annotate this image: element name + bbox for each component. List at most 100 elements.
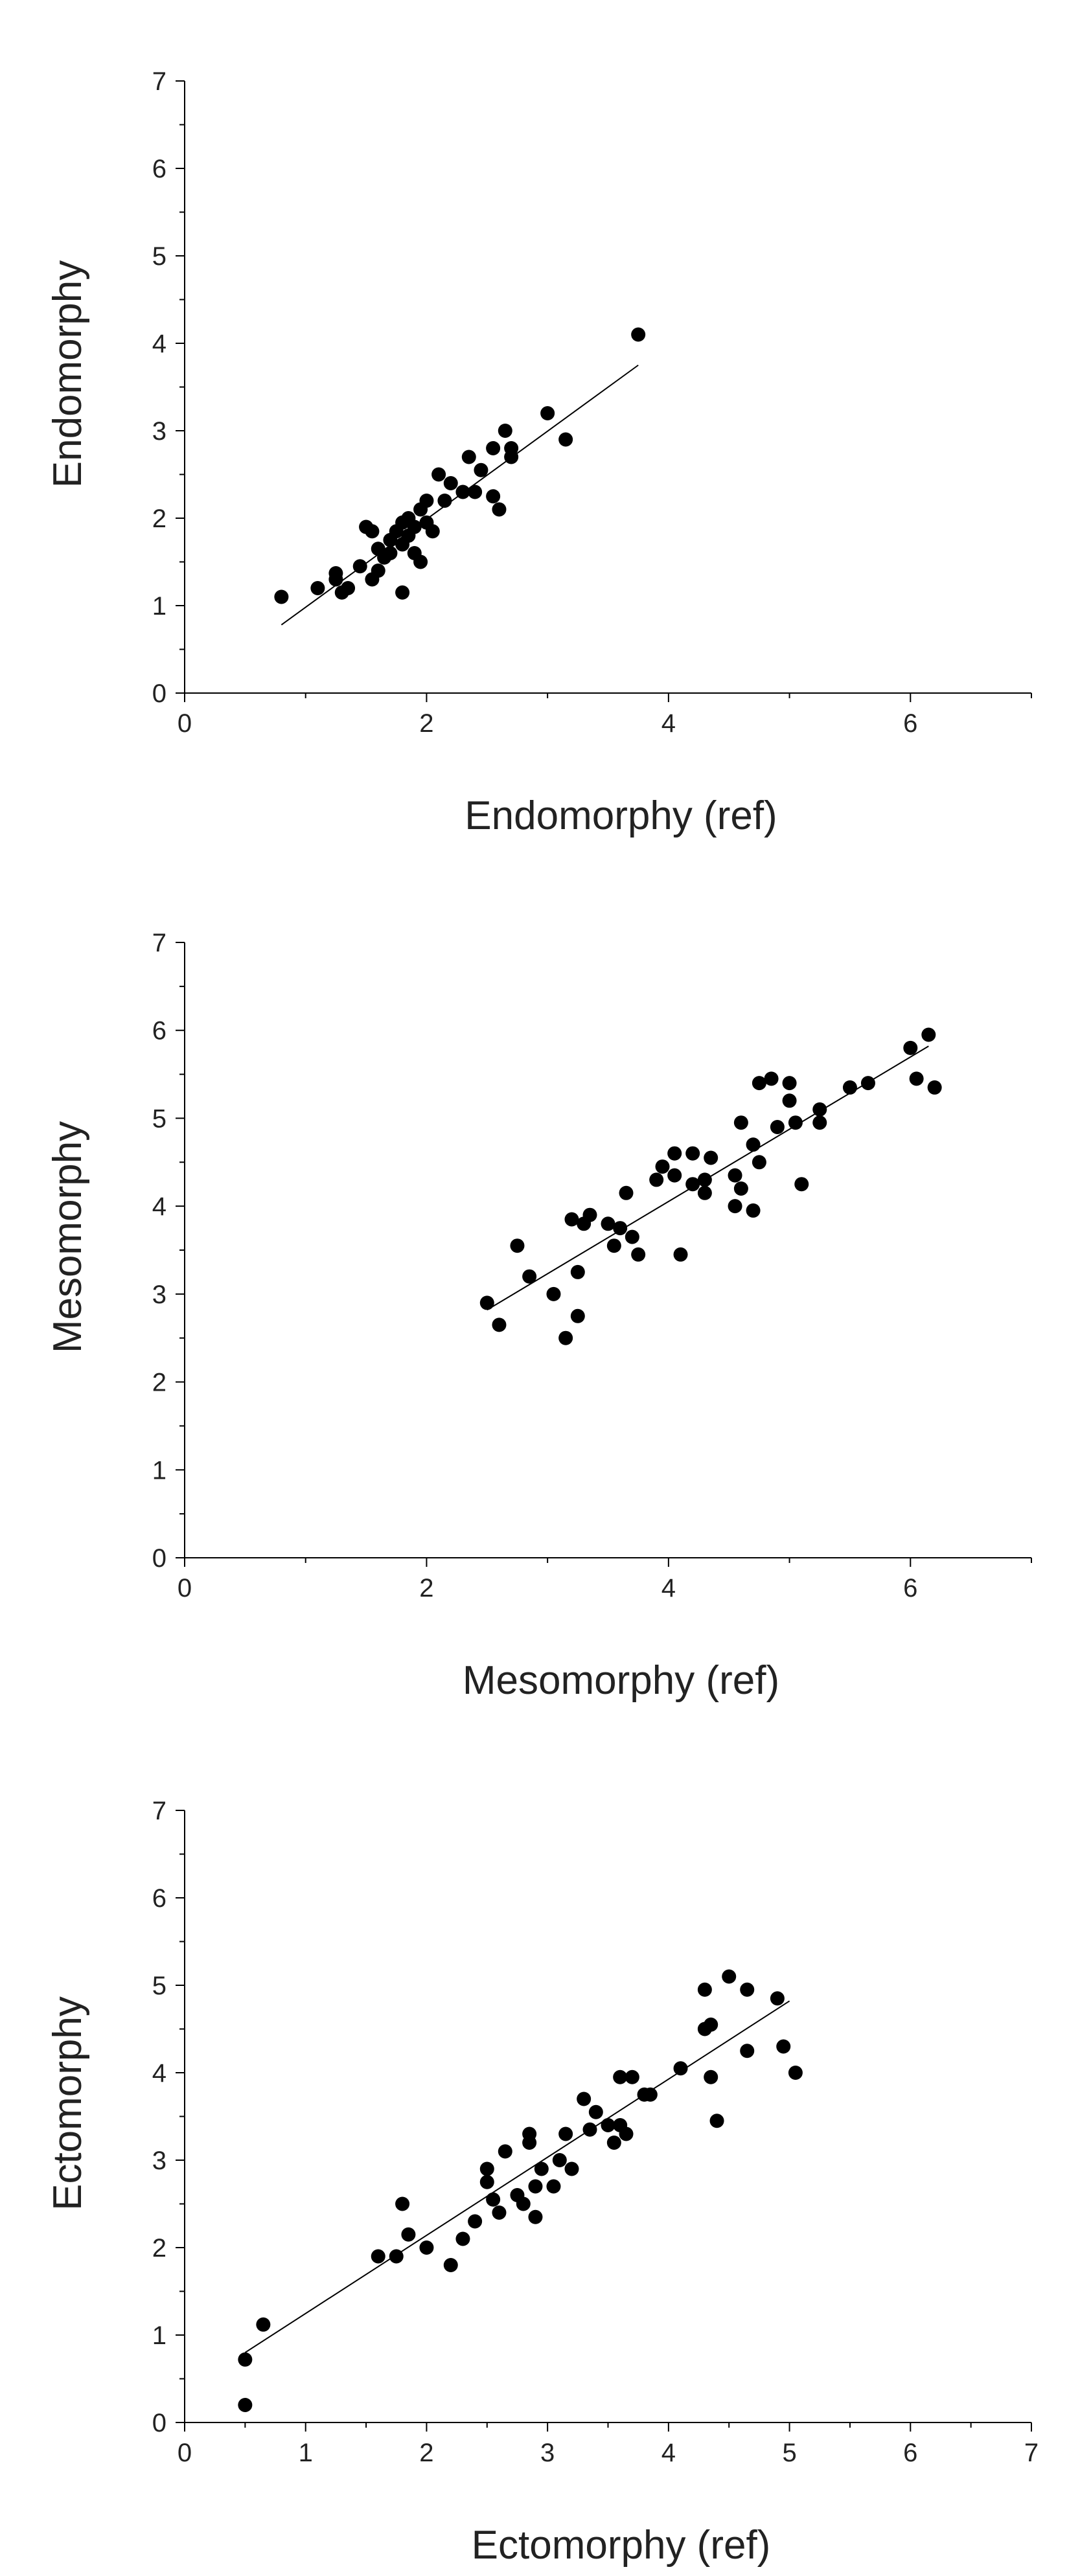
data-point bbox=[564, 1212, 579, 1227]
data-point bbox=[443, 476, 458, 490]
data-point bbox=[522, 2136, 537, 2150]
data-point bbox=[740, 1982, 755, 1997]
data-point bbox=[746, 1203, 761, 1218]
y-tick-label: 7 bbox=[152, 1797, 167, 1825]
y-tick-label: 5 bbox=[152, 242, 167, 271]
y-tick-label: 5 bbox=[152, 1972, 167, 2000]
data-point bbox=[782, 1076, 797, 1091]
data-point bbox=[558, 1330, 573, 1345]
chart-panel-endomorphy: 0 1 2 3 4 5 6 7 0 2 4 6 Endomorphy (ref) Endomorphy bbox=[45, 67, 1032, 838]
data-point bbox=[371, 2249, 385, 2264]
data-point bbox=[655, 1159, 670, 1174]
data-point bbox=[709, 2114, 724, 2128]
y-tick-label: 2 bbox=[152, 2234, 167, 2263]
x-tick-label: 4 bbox=[661, 709, 676, 738]
data-point bbox=[927, 1080, 942, 1095]
x-tick-label: 0 bbox=[178, 2439, 192, 2467]
data-point bbox=[419, 494, 434, 508]
data-point bbox=[613, 1221, 628, 1236]
data-point bbox=[371, 564, 385, 578]
data-point bbox=[631, 327, 646, 342]
data-point bbox=[667, 1146, 682, 1161]
data-point bbox=[564, 2161, 579, 2176]
y-tick-label: 5 bbox=[152, 1104, 167, 1133]
data-point bbox=[455, 484, 470, 499]
data-point bbox=[474, 462, 488, 477]
x-axis-title: Ectomorphy (ref) bbox=[472, 2523, 771, 2568]
data-point bbox=[728, 1199, 742, 1214]
data-point bbox=[407, 519, 422, 534]
data-point bbox=[528, 2209, 543, 2224]
data-point bbox=[455, 2231, 470, 2246]
data-point bbox=[794, 1177, 809, 1192]
data-point bbox=[328, 566, 343, 581]
data-point bbox=[733, 1115, 748, 1130]
data-point bbox=[522, 1269, 537, 1284]
data-point bbox=[498, 424, 512, 438]
data-point bbox=[425, 524, 440, 539]
x-tick-label: 4 bbox=[661, 2439, 676, 2467]
x-tick-label: 5 bbox=[782, 2439, 796, 2467]
y-tick-label: 1 bbox=[152, 592, 167, 621]
y-tick-label: 4 bbox=[152, 2059, 167, 2088]
x-tick-label: 7 bbox=[1024, 2439, 1039, 2467]
chart-panel-ectomorphy: 0 1 2 3 4 5 6 7 0 1 2 3 4 5 6 7 Ectomorphy (ref) Ectomorp… bbox=[45, 1797, 1039, 2568]
y-tick-label: 2 bbox=[152, 1369, 167, 1397]
data-point bbox=[558, 432, 573, 447]
data-point bbox=[419, 2240, 434, 2255]
data-point bbox=[238, 2352, 253, 2367]
data-point bbox=[570, 1308, 585, 1323]
data-point bbox=[842, 1080, 857, 1095]
y-tick-label: 6 bbox=[152, 155, 167, 183]
data-point bbox=[625, 2069, 639, 2084]
data-point bbox=[909, 1071, 924, 1086]
data-point bbox=[552, 2153, 567, 2167]
chart-panel-mesomorphy: 0 1 2 3 4 5 6 7 0 2 4 6 Mesomorphy (ref) Mesomorphy bbox=[45, 929, 1032, 1703]
data-point bbox=[921, 1027, 936, 1042]
y-tick-label: 7 bbox=[152, 67, 167, 96]
data-point bbox=[606, 2136, 621, 2150]
data-point bbox=[383, 546, 398, 560]
data-point bbox=[431, 467, 446, 482]
data-point bbox=[728, 1168, 742, 1183]
y-axis-title: Endomorphy bbox=[45, 260, 90, 488]
y-tick-label: 7 bbox=[152, 929, 167, 957]
data-point bbox=[468, 484, 483, 499]
data-point bbox=[546, 2179, 561, 2194]
data-point bbox=[625, 1229, 639, 1244]
data-point bbox=[860, 1076, 875, 1091]
data-point bbox=[443, 2258, 458, 2272]
data-point bbox=[577, 2092, 592, 2106]
y-tick-label: 0 bbox=[152, 679, 167, 708]
data-point bbox=[274, 589, 289, 604]
data-point bbox=[365, 524, 380, 539]
data-point bbox=[788, 2066, 803, 2080]
data-point bbox=[685, 1146, 700, 1161]
data-point bbox=[667, 1168, 682, 1183]
data-point bbox=[498, 2144, 512, 2159]
y-tick-label: 6 bbox=[152, 1017, 167, 1045]
data-point bbox=[619, 1185, 634, 1200]
y-tick-label: 0 bbox=[152, 2409, 167, 2437]
x-tick-label: 1 bbox=[299, 2439, 313, 2467]
data-point bbox=[395, 2196, 410, 2211]
x-tick-label: 3 bbox=[540, 2439, 555, 2467]
data-point bbox=[722, 1969, 737, 1984]
data-point bbox=[341, 581, 356, 595]
data-point bbox=[740, 2044, 755, 2058]
data-point bbox=[492, 502, 507, 517]
data-point bbox=[389, 2249, 404, 2264]
data-point bbox=[486, 2192, 501, 2207]
data-point bbox=[352, 559, 367, 574]
data-point bbox=[733, 1181, 748, 1196]
data-point bbox=[601, 2118, 615, 2132]
data-point bbox=[782, 1093, 797, 1108]
data-point bbox=[770, 1120, 785, 1134]
data-point bbox=[812, 1115, 827, 1130]
regression-line bbox=[244, 2000, 790, 2353]
y-tick-label: 4 bbox=[152, 1192, 167, 1221]
data-point bbox=[776, 2039, 791, 2054]
x-tick-label: 2 bbox=[419, 709, 433, 738]
